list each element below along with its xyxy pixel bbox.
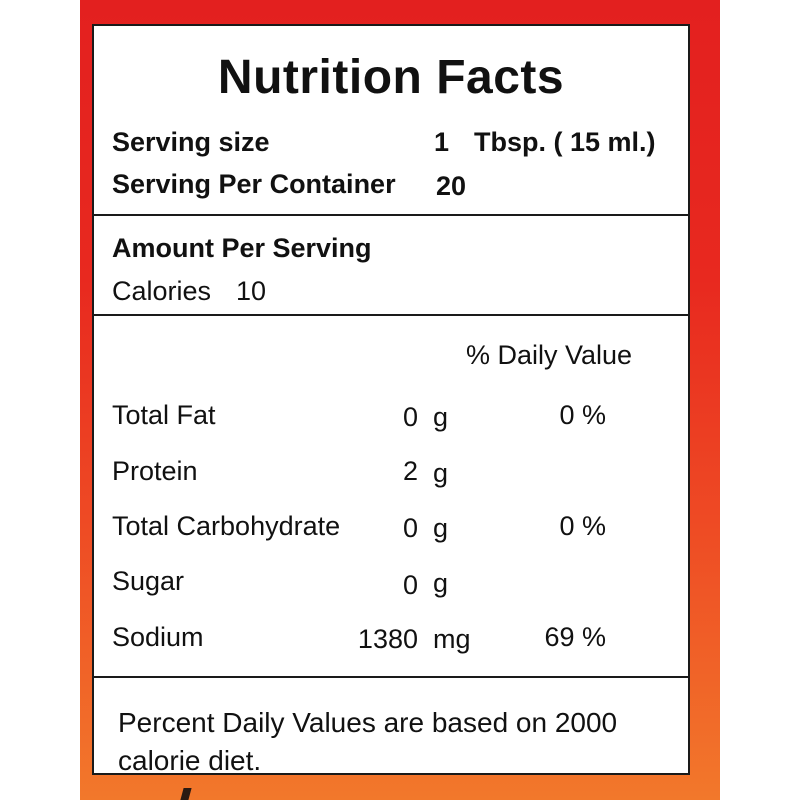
serving-size-value: 1 [434,127,450,157]
calories-value: 10 [236,276,267,306]
nutrient-name: Total Carbohydrate [112,511,341,541]
servings-per-container-value: 20 [436,171,467,201]
serving-size-unit: Tbsp. ( 15 ml.) [474,127,656,157]
amount-per-serving-heading: Amount Per Serving [112,233,372,263]
nutrient-unit: g [433,513,449,543]
nutrient-daily-value: 69 % [544,622,606,652]
servings-per-container-label: Serving Per Container [112,169,396,199]
label-title: Nutrition Facts [217,51,565,104]
divider-1 [94,214,688,216]
divider-3 [94,676,688,678]
nutrient-unit: mg [433,624,471,654]
nutrient-amount: 2 [402,456,418,486]
nutrient-daily-value: 0 % [559,400,606,430]
nutrient-amount: 0 [402,402,418,432]
nutrient-name: Total Fat [112,400,216,430]
nutrient-unit: g [433,402,449,432]
calories-label: Calories [112,276,212,306]
nutrition-facts-label: Nutrition Facts Serving size 1 Tbsp. ( 1… [92,24,690,776]
nutrient-daily-value: 0 % [559,511,606,541]
nutrient-name: Sugar [112,566,185,596]
footnote: Percent Daily Values are based on 2000 c… [118,707,618,776]
nutrient-unit: g [433,568,449,598]
nutrient-amount: 0 [402,570,418,600]
nutrient-name: Sodium [112,622,204,652]
nutrient-amount: 1380 [357,624,418,654]
divider-2 [94,314,688,316]
nutrient-unit: g [433,458,449,488]
daily-value-header: % Daily Value [466,340,633,370]
nutrient-amount: 0 [402,513,418,543]
serving-size-label: Serving size [112,127,270,157]
nutrient-name: Protein [112,456,198,486]
